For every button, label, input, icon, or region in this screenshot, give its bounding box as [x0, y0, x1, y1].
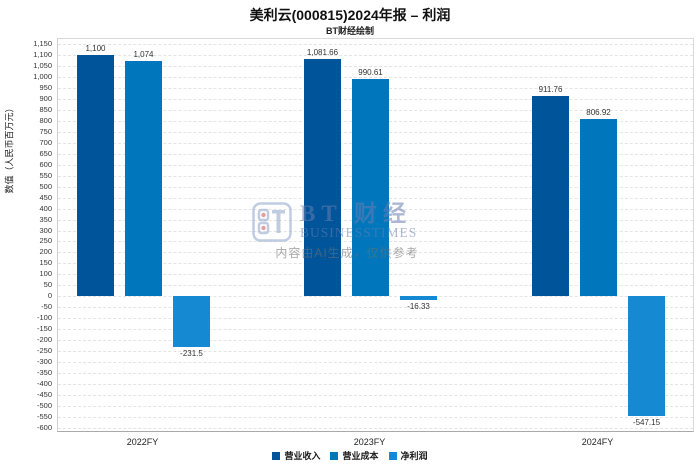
- gridline: [58, 44, 693, 45]
- y-tick-label: -300: [36, 357, 52, 367]
- y-tick-label: 550: [39, 170, 52, 180]
- bar-value-label: 1,100: [85, 43, 106, 53]
- y-tick-label: 900: [39, 93, 52, 103]
- bar-value-label: 990.61: [358, 67, 383, 77]
- gridline: [58, 76, 693, 78]
- y-tick-label: -500: [36, 401, 52, 411]
- gridline: [58, 395, 693, 397]
- bar-净利润-2023FY: [400, 296, 437, 300]
- y-tick-label: 350: [39, 214, 52, 224]
- y-tick-label: 850: [39, 104, 52, 114]
- bar-营业收入-2024FY: [532, 96, 569, 297]
- bar-value-label: 1,074: [133, 49, 154, 59]
- y-tick-label: -450: [36, 390, 52, 400]
- legend-item-营业收入: 营业收入: [272, 449, 320, 462]
- gridline: [58, 65, 693, 67]
- y-tick-label: 650: [39, 148, 52, 158]
- y-tick-label: -100: [36, 313, 52, 323]
- chart-legend: 营业收入 营业成本 净利润: [0, 449, 700, 462]
- bar-营业收入-2022FY: [77, 54, 114, 297]
- y-tick-label: -150: [36, 324, 52, 334]
- chart-title: 美利云(000815)2024年报 – 利润: [249, 7, 451, 23]
- legend-swatch-icon: [330, 451, 339, 460]
- bar-净利润-2024FY: [628, 296, 665, 417]
- y-tick-label: 700: [39, 137, 52, 147]
- legend-label: 营业成本: [342, 451, 379, 461]
- legend-label: 净利润: [400, 451, 428, 461]
- y-tick-label: 0: [47, 291, 52, 301]
- legend-item-营业成本: 营业成本: [330, 449, 379, 462]
- y-tick-label: 750: [39, 126, 52, 136]
- legend-label: 营业收入: [284, 451, 321, 461]
- gridline: [58, 318, 693, 320]
- x-tick-label-2023FY: 2023FY: [353, 437, 386, 447]
- bar-净利润-2022FY: [173, 296, 210, 348]
- bar-营业收入-2023FY: [304, 58, 341, 297]
- y-tick-label: 1,150: [33, 39, 52, 48]
- plot-area: 1,100 1,081.66 911.76 1,074 990.61 806.92 -231…: [57, 38, 694, 432]
- y-tick-label: 50: [43, 280, 52, 290]
- gridline: [58, 296, 693, 298]
- gridline: [58, 340, 693, 342]
- gridline: [58, 54, 693, 56]
- gridline: [58, 373, 693, 375]
- y-tick-label: 500: [39, 181, 52, 191]
- y-tick-label: -250: [36, 346, 52, 356]
- y-tick-label: 450: [39, 192, 52, 202]
- gridline: [58, 428, 693, 429]
- y-tick-label: 1,100: [33, 49, 52, 59]
- y-tick-label: -200: [36, 335, 52, 345]
- legend-item-净利润: 净利润: [388, 449, 428, 462]
- bar-营业成本-2023FY: [352, 78, 389, 297]
- y-tick-label: 800: [39, 115, 52, 125]
- y-tick-label: -600: [36, 423, 52, 432]
- gridline: [58, 362, 693, 364]
- gridline: [58, 384, 693, 386]
- y-tick-label: 600: [39, 159, 52, 169]
- y-tick-label: 1,000: [33, 71, 52, 81]
- bar-营业成本-2024FY: [580, 119, 617, 297]
- y-tick-label: -50: [41, 302, 52, 312]
- bar-value-label: 1,081.66: [306, 47, 339, 57]
- x-tick-label-2024FY: 2024FY: [581, 437, 614, 447]
- bar-value-label: 806.92: [586, 108, 611, 118]
- y-tick-label: 150: [39, 258, 52, 268]
- x-tick-label-2022FY: 2022FY: [126, 437, 159, 447]
- y-tick-label: 1,050: [33, 60, 52, 70]
- y-tick-label: -550: [36, 412, 52, 422]
- y-tick-label: 300: [39, 225, 52, 235]
- legend-swatch-icon: [272, 451, 281, 460]
- y-tick-label: 400: [39, 203, 52, 213]
- y-tick-label: 100: [39, 269, 52, 279]
- gridline: [58, 329, 693, 331]
- y-tick-label: 250: [39, 236, 52, 246]
- y-tick-label: -350: [36, 368, 52, 378]
- gridline: [58, 417, 693, 419]
- y-tick-label: 200: [39, 247, 52, 257]
- legend-swatch-icon: [388, 451, 397, 460]
- chart-subtitle: BT财经绘制: [326, 26, 374, 36]
- y-tick-label: -400: [36, 379, 52, 389]
- bar-value-label: -16.33: [407, 301, 430, 311]
- bar-value-label: -547.15: [632, 418, 661, 428]
- gridline: [58, 406, 693, 408]
- y-tick-label: 950: [39, 82, 52, 92]
- gridline: [58, 351, 693, 353]
- bar-营业成本-2022FY: [125, 60, 162, 297]
- bar-value-label: 911.76: [538, 85, 563, 95]
- gridline: [58, 307, 693, 309]
- bar-value-label: -231.5: [180, 349, 203, 359]
